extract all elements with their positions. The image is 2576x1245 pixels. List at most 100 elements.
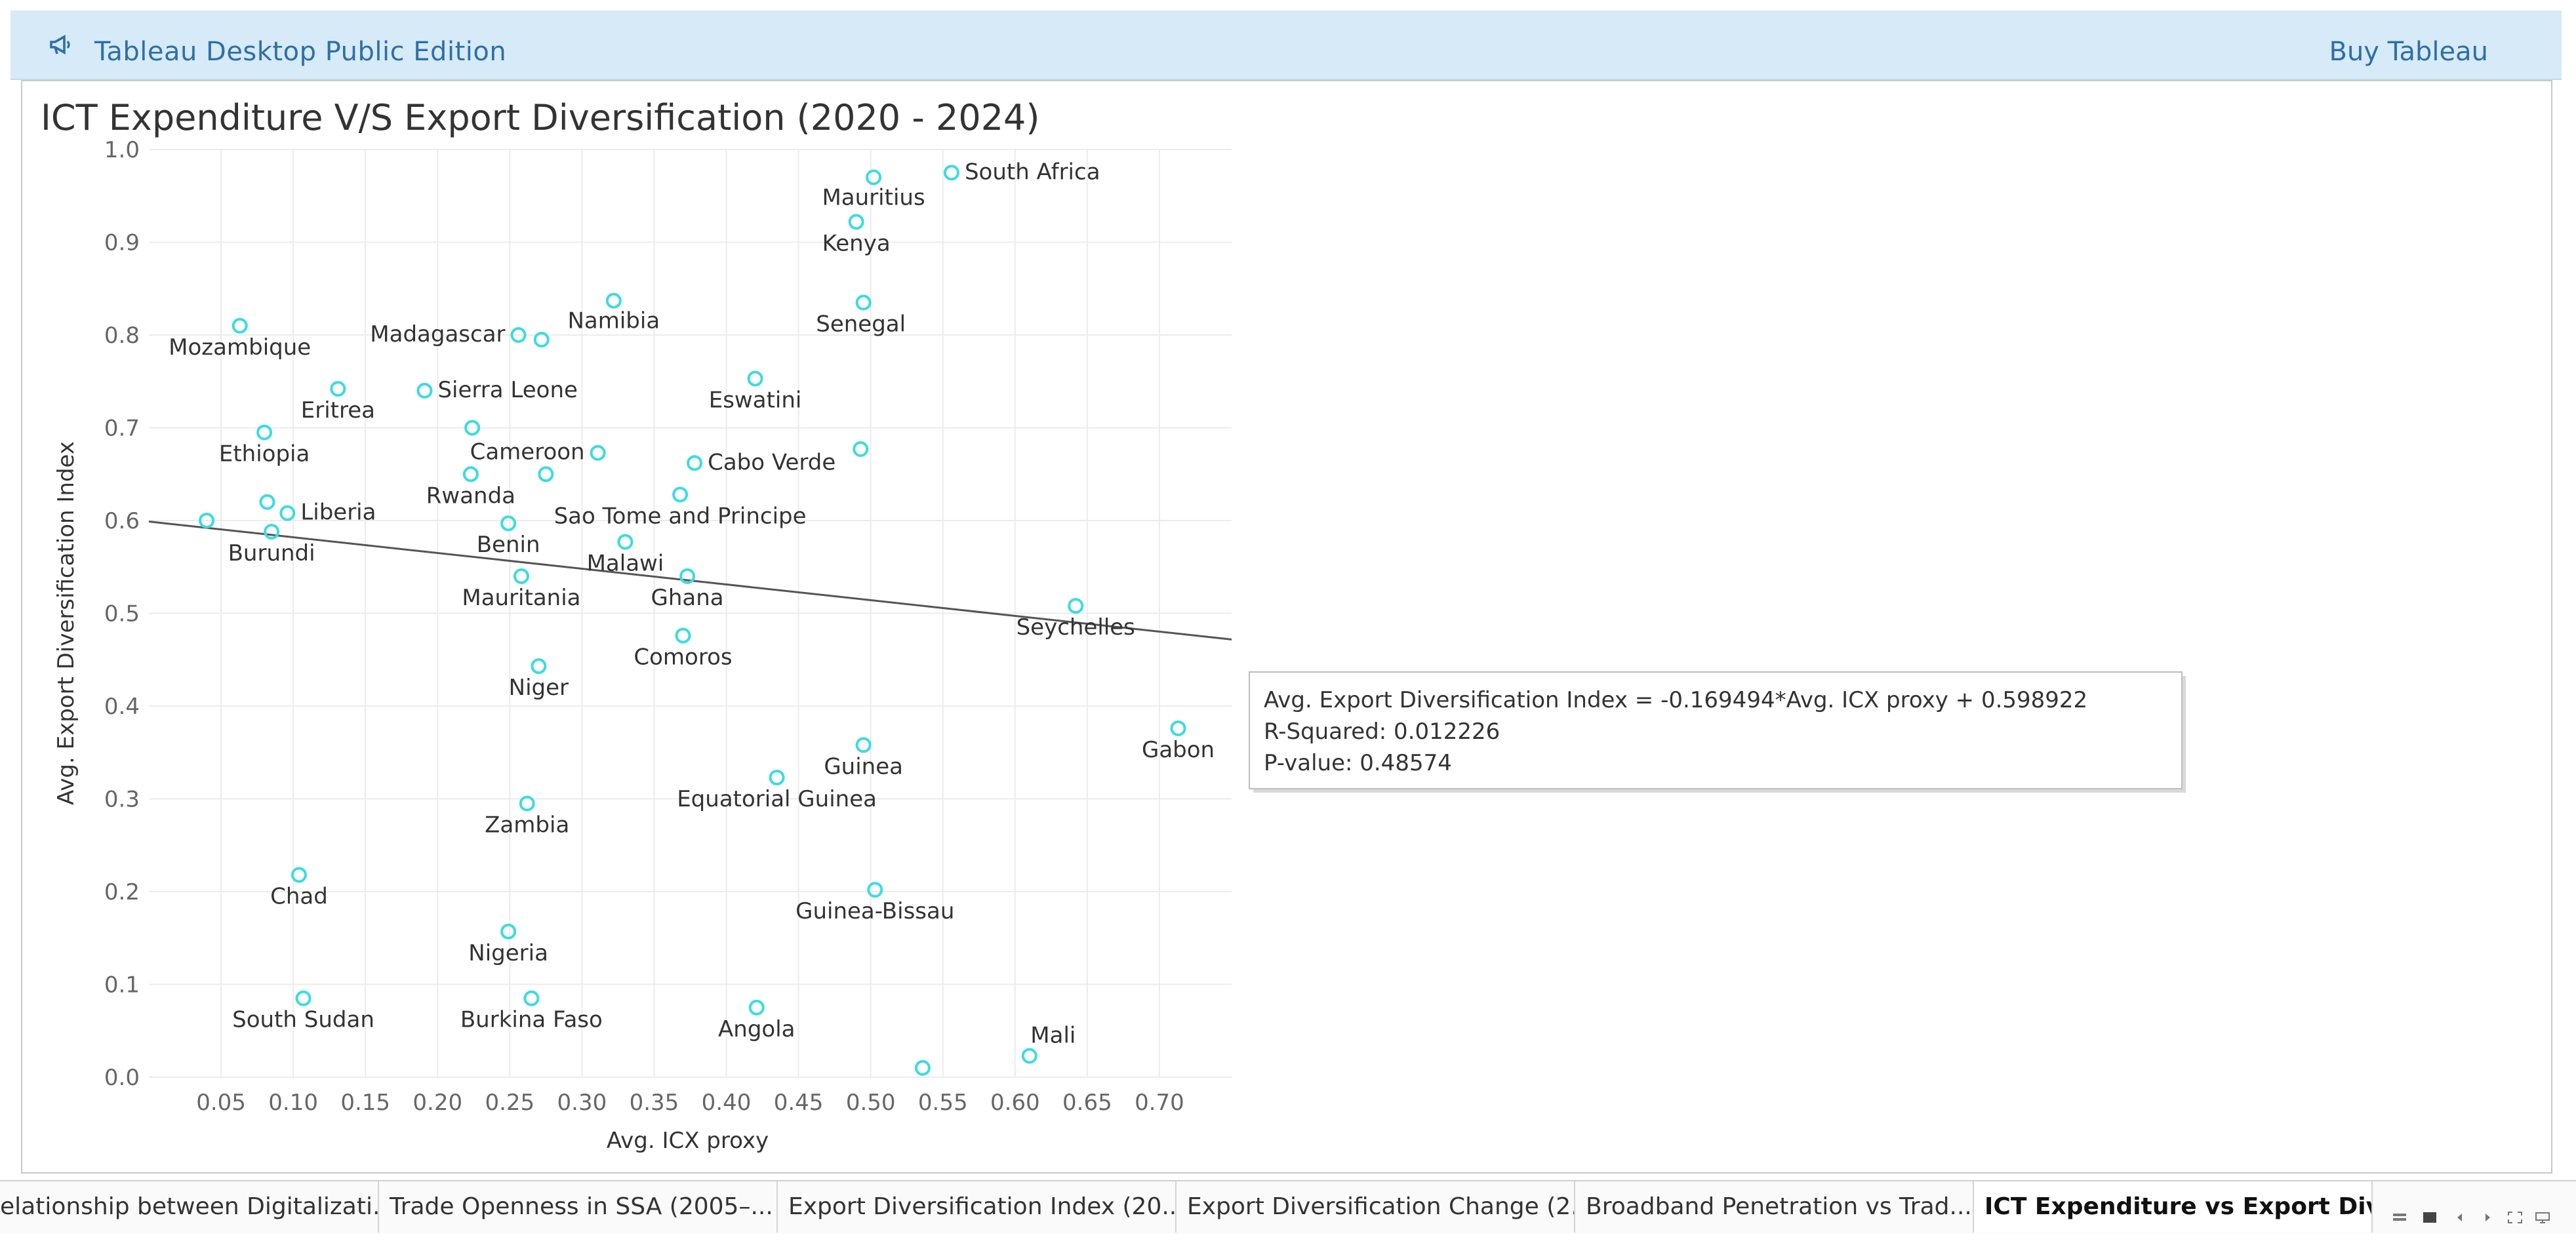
- y-tick-label: 0.2: [104, 879, 140, 905]
- data-point[interactable]: [231, 317, 248, 334]
- point-label: Mauritania: [462, 585, 580, 611]
- point-label: Senegal: [816, 311, 906, 337]
- data-point[interactable]: [416, 382, 433, 399]
- data-point[interactable]: [513, 568, 529, 584]
- sheet-tab[interactable]: ICT Expenditure vs Export Dive...: [1974, 1181, 2373, 1233]
- sheet-tab[interactable]: Export Diversification Change (2...: [1177, 1181, 1575, 1233]
- data-point[interactable]: [462, 466, 479, 483]
- point-label: Namibia: [567, 308, 660, 334]
- point-label: Comoros: [634, 644, 732, 670]
- data-point[interactable]: [769, 769, 785, 785]
- data-point[interactable]: [279, 505, 296, 521]
- x-tick-label: 0.65: [1062, 1090, 1112, 1116]
- data-point[interactable]: [199, 513, 215, 528]
- filmstrip-view-icon[interactable]: [2423, 1212, 2437, 1223]
- x-tick-label: 0.10: [268, 1090, 318, 1116]
- point-label: Cameroon: [470, 439, 585, 465]
- data-point[interactable]: [264, 523, 280, 540]
- data-point[interactable]: [259, 494, 275, 510]
- data-point[interactable]: [943, 165, 959, 181]
- point-label: Kenya: [822, 230, 891, 256]
- trend-tooltip: [1249, 671, 2183, 789]
- data-point[interactable]: [538, 466, 554, 483]
- data-point[interactable]: [500, 923, 517, 939]
- data-point[interactable]: [500, 515, 517, 532]
- point-label: Eswatini: [709, 387, 802, 414]
- data-point[interactable]: [687, 455, 703, 471]
- data-point[interactable]: [855, 737, 872, 753]
- data-point[interactable]: [747, 370, 763, 387]
- x-tick-label: 0.40: [702, 1090, 752, 1116]
- grid-view-icon[interactable]: [2392, 1212, 2407, 1223]
- data-point[interactable]: [866, 169, 882, 186]
- y-tick-label: 1.0: [104, 137, 140, 163]
- data-point[interactable]: [519, 795, 535, 812]
- data-point[interactable]: [675, 627, 691, 644]
- data-point[interactable]: [523, 990, 540, 1006]
- data-point[interactable]: [914, 1059, 931, 1076]
- top-banner: Tableau Desktop Public Edition Buy Table…: [10, 10, 2562, 80]
- point-label: Madagascar: [370, 321, 505, 347]
- data-point[interactable]: [590, 445, 606, 461]
- x-tick-label: 0.35: [630, 1090, 679, 1116]
- data-point[interactable]: [533, 332, 550, 348]
- data-point[interactable]: [330, 381, 346, 397]
- point-label: Liberia: [300, 500, 376, 526]
- point-label: Guinea: [824, 753, 903, 780]
- point-label: Rwanda: [426, 483, 515, 509]
- tooltip-p-value: P-value: 0.48574: [1264, 750, 1452, 776]
- scatter-chart: 0.05 0.10 0.15 0.20 0.25 0.30 0.35 0.40 0.45 0.50…: [53, 137, 2186, 1154]
- point-label: Guinea-Bissau: [795, 898, 954, 924]
- tooltip-equation: Avg. Export Diversification Index = -0.1…: [1264, 687, 2087, 713]
- data-point[interactable]: [510, 327, 527, 343]
- point-label: Chad: [270, 884, 328, 910]
- point-label: Equatorial Guinea: [677, 786, 877, 812]
- sheet-tab[interactable]: Export Diversification Index (20...: [778, 1181, 1177, 1233]
- sheet-tab[interactable]: Trade Openness in SSA (2005–...: [379, 1181, 778, 1233]
- x-tick-label: 0.50: [846, 1090, 896, 1116]
- data-point[interactable]: [617, 534, 634, 550]
- scroll-left-icon[interactable]: [2453, 1212, 2467, 1223]
- sheet-tab[interactable]: Broadband Penetration vs Trad...: [1575, 1181, 1974, 1233]
- trend-line[interactable]: [148, 521, 1232, 641]
- y-tick-label: 0.7: [104, 416, 140, 442]
- y-tick-label: 0.4: [104, 694, 140, 720]
- point-label: Sierra Leone: [437, 377, 577, 403]
- point-label: Sao Tome and Principe: [554, 503, 807, 529]
- data-point[interactable]: [464, 420, 481, 436]
- point-label: South Sudan: [232, 1007, 374, 1033]
- data-point[interactable]: [848, 214, 864, 230]
- data-point[interactable]: [748, 999, 765, 1016]
- y-tick-label: 0.1: [104, 972, 140, 998]
- data-point[interactable]: [867, 882, 883, 898]
- point-label: Cabo Verde: [708, 449, 835, 475]
- data-point[interactable]: [672, 486, 689, 503]
- data-point[interactable]: [256, 424, 273, 441]
- data-point[interactable]: [1068, 598, 1084, 614]
- data-point[interactable]: [679, 568, 696, 584]
- y-tick-label: 0.5: [104, 601, 140, 627]
- present-icon[interactable]: [2535, 1212, 2550, 1223]
- x-tick-label: 0.70: [1135, 1090, 1184, 1116]
- data-point[interactable]: [531, 658, 547, 675]
- scroll-right-icon[interactable]: [2480, 1212, 2495, 1223]
- point-label: Ethiopia: [219, 441, 310, 467]
- data-point[interactable]: [291, 867, 307, 883]
- fullscreen-icon[interactable]: [2508, 1212, 2522, 1223]
- point-label: Nigeria: [468, 940, 548, 966]
- data-point[interactable]: [1021, 1048, 1037, 1064]
- data-point[interactable]: [1170, 720, 1186, 736]
- point-label: Mali: [1030, 1022, 1076, 1048]
- sheet-tab[interactable]: elationship between Digitalizati...: [0, 1181, 379, 1233]
- point-label: Niger: [509, 675, 569, 701]
- x-tick-label: 0.15: [340, 1090, 390, 1116]
- tooltip-r-squared: R-Squared: 0.012226: [1264, 719, 1500, 745]
- x-tick-label: 0.60: [990, 1090, 1040, 1116]
- data-point[interactable]: [295, 990, 312, 1006]
- point-label: Burkina Faso: [460, 1007, 603, 1033]
- data-point[interactable]: [605, 292, 622, 309]
- x-tick-label: 0.20: [413, 1090, 462, 1116]
- buy-tableau-link[interactable]: Buy Tableau: [2329, 37, 2488, 67]
- data-point[interactable]: [855, 294, 872, 311]
- data-point[interactable]: [853, 441, 869, 458]
